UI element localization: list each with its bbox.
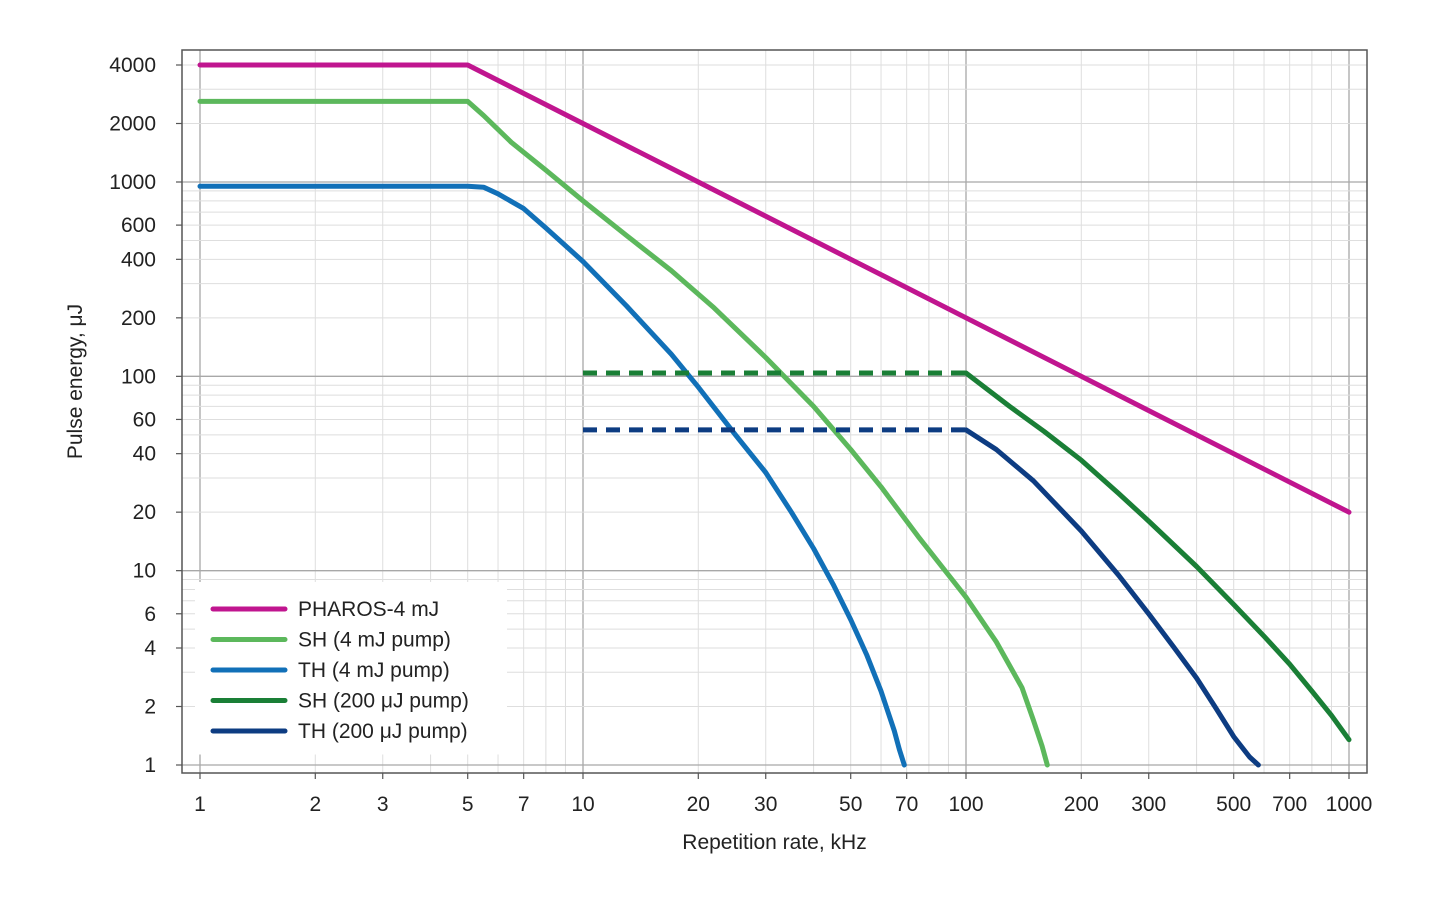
y-axis-ticks: 1 2 4 6 10 20 40 60 100 200 400 600 1000 2000 4000	[109, 54, 182, 777]
y-tick-label: 20	[133, 501, 156, 524]
x-tick-label: 50	[839, 793, 862, 816]
y-tick-label: 1	[144, 754, 156, 777]
y-tick-label: 100	[121, 365, 156, 388]
x-tick-label: 30	[754, 793, 777, 816]
series-line-th-200-j-pump	[963, 427, 1261, 768]
legend: PHAROS-4 mJ SH (4 mJ pump) TH (4 mJ pump) S…	[195, 582, 507, 755]
legend-label: PHAROS-4 mJ	[298, 598, 439, 621]
grid	[182, 50, 1367, 773]
x-tick-label: 20	[687, 793, 710, 816]
y-tick-label: 2000	[109, 113, 156, 136]
series-line-th-4-mj-pump	[197, 183, 907, 768]
x-tick-label: 2	[309, 793, 321, 816]
series-line-sh-4-mj-pump	[197, 98, 1050, 768]
y-tick-label: 6	[144, 603, 156, 626]
series-line-sh-200-j-pump	[963, 370, 1352, 743]
x-tick-label: 200	[1064, 793, 1099, 816]
x-tick-label: 70	[895, 793, 918, 816]
x-tick-label: 7	[518, 793, 530, 816]
y-tick-label: 600	[121, 214, 156, 237]
x-tick-label: 10	[571, 793, 594, 816]
x-tick-label: 1000	[1326, 793, 1373, 816]
x-tick-label: 300	[1131, 793, 1166, 816]
x-axis-label: Repetition rate, kHz	[682, 831, 866, 854]
y-axis-label: Pulse energy, μJ	[64, 304, 87, 459]
x-tick-label: 500	[1216, 793, 1251, 816]
x-tick-label: 1	[194, 793, 206, 816]
legend-label: SH (4 mJ pump)	[298, 629, 451, 652]
legend-label: SH (200 μJ pump)	[298, 690, 469, 713]
y-tick-label: 1000	[109, 171, 156, 194]
plot-frame	[181, 49, 1368, 774]
y-tick-label: 40	[133, 443, 156, 466]
x-tick-label: 5	[462, 793, 474, 816]
x-axis-ticks: 1 2 3 5 7 10 20 30 50 70 100 200 300 500 700 1000	[194, 773, 1372, 816]
y-tick-label: 60	[133, 408, 156, 431]
y-tick-label: 4000	[109, 54, 156, 77]
legend-label: TH (200 μJ pump)	[298, 720, 468, 743]
y-tick-label: 4	[144, 637, 156, 660]
series-line-pharos-4-mj	[197, 62, 1352, 515]
legend-label: TH (4 mJ pump)	[298, 659, 450, 682]
y-tick-label: 10	[133, 560, 156, 583]
y-tick-label: 400	[121, 248, 156, 271]
x-tick-label: 700	[1272, 793, 1307, 816]
y-tick-label: 2	[144, 695, 156, 718]
series	[197, 62, 1352, 768]
x-tick-label: 100	[948, 793, 983, 816]
y-tick-label: 200	[121, 307, 156, 330]
x-tick-label: 3	[377, 793, 389, 816]
